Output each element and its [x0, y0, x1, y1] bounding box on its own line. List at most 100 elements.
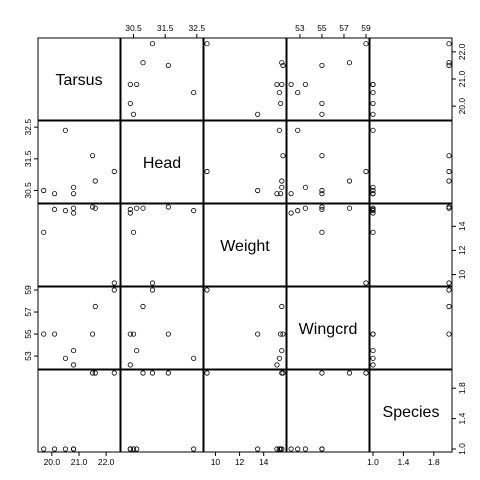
- panel-frame: [369, 286, 453, 370]
- data-point: [370, 355, 376, 361]
- data-point: [51, 191, 58, 197]
- panel-frame: [203, 369, 287, 453]
- data-point: [446, 41, 452, 47]
- data-point: [127, 362, 133, 368]
- data-point: [302, 81, 309, 88]
- data-point: [346, 60, 353, 66]
- data-point: [92, 370, 98, 376]
- panel-frame: [203, 286, 287, 370]
- data-point: [274, 362, 280, 368]
- panel-frame: [286, 286, 370, 370]
- panel-wingcrd-vs-wingcrd: Wingcrd: [286, 286, 370, 370]
- data-point: [127, 81, 133, 88]
- data-point: [204, 41, 210, 47]
- panel-tarsus-vs-weight: [203, 37, 287, 121]
- variable-label-wingcrd: Wingcrd: [299, 321, 358, 338]
- data-point: [446, 204, 452, 210]
- panel-species-vs-tarsus: [37, 369, 121, 453]
- data-point: [255, 446, 261, 452]
- data-point: [111, 287, 117, 293]
- panel-frame: [203, 37, 287, 121]
- x-tick-label-head: 32.5: [189, 23, 206, 33]
- data-point: [149, 280, 156, 286]
- data-point: [295, 208, 301, 214]
- panel-wingcrd-vs-head: [120, 286, 204, 370]
- data-point: [70, 191, 77, 197]
- panel-frame: [37, 120, 121, 204]
- data-point: [319, 153, 325, 159]
- data-point: [127, 206, 133, 213]
- data-point: [276, 89, 282, 96]
- data-point: [280, 370, 286, 376]
- data-point: [370, 187, 376, 194]
- data-point: [140, 60, 146, 66]
- data-point: [295, 127, 301, 133]
- data-point: [370, 111, 376, 117]
- data-point: [204, 168, 210, 175]
- x-tick-label-tarsus: 20.0: [44, 457, 61, 467]
- panel-species-vs-species: Species: [369, 369, 453, 453]
- data-point: [89, 204, 96, 210]
- panel-head-vs-species: [369, 120, 453, 204]
- data-point: [370, 100, 376, 107]
- data-point: [319, 204, 325, 210]
- data-point: [288, 210, 294, 216]
- x-tick-label-head: 30.5: [125, 23, 142, 33]
- panel-frame: [369, 120, 453, 204]
- data-point: [295, 446, 301, 452]
- data-point: [130, 331, 137, 337]
- data-point: [127, 100, 133, 107]
- data-point: [274, 446, 280, 452]
- data-point: [370, 362, 376, 368]
- panel-tarsus-vs-tarsus: Tarsus: [37, 37, 121, 121]
- data-point: [288, 446, 294, 452]
- y-tick-label-head: 31.5: [23, 150, 33, 167]
- data-point: [276, 355, 282, 361]
- x-tick-label-wingcrd: 59: [361, 23, 371, 33]
- data-point: [191, 89, 197, 96]
- panel-weight-vs-head: [120, 203, 204, 287]
- data-point: [319, 111, 325, 117]
- y-tick-label-species: 1.0: [457, 443, 467, 455]
- data-point: [319, 191, 325, 197]
- x-tick-label-tarsus: 21.0: [71, 457, 88, 467]
- data-point: [363, 370, 369, 376]
- data-point: [149, 370, 156, 376]
- panel-frame: [286, 203, 370, 287]
- panel-weight-vs-wingcrd: [286, 203, 370, 287]
- data-point: [255, 331, 261, 337]
- data-point: [446, 331, 452, 337]
- x-tick-label-weight: 14: [259, 457, 269, 467]
- x-tick-label-wingcrd: 55: [317, 23, 327, 33]
- panel-head-vs-wingcrd: [286, 120, 370, 204]
- panel-head-vs-head: Head: [120, 120, 204, 204]
- y-tick-label-species: 1.4: [457, 412, 467, 424]
- data-point: [191, 355, 197, 361]
- data-point: [279, 303, 285, 310]
- data-point: [276, 127, 282, 133]
- data-point: [111, 168, 117, 175]
- data-point: [70, 184, 77, 190]
- panel-frame: [120, 286, 204, 370]
- data-point: [280, 331, 286, 337]
- data-point: [446, 153, 452, 159]
- data-point: [279, 60, 285, 66]
- data-point: [255, 111, 261, 117]
- data-point: [363, 280, 369, 286]
- panel-frame: [369, 203, 453, 287]
- panel-frame: [37, 37, 121, 121]
- panel-frame: [286, 37, 370, 121]
- data-point: [370, 81, 376, 88]
- data-point: [370, 191, 376, 197]
- x-tick-label-weight: 10: [211, 457, 221, 467]
- data-point: [319, 370, 325, 376]
- data-point: [134, 446, 140, 452]
- panel-weight-vs-weight: Weight: [203, 203, 287, 287]
- data-point: [302, 446, 309, 452]
- x-tick-label-wingcrd: 57: [339, 23, 349, 33]
- data-point: [346, 178, 353, 184]
- data-point: [319, 446, 325, 452]
- panel-frame: [120, 120, 204, 204]
- data-point: [130, 111, 137, 117]
